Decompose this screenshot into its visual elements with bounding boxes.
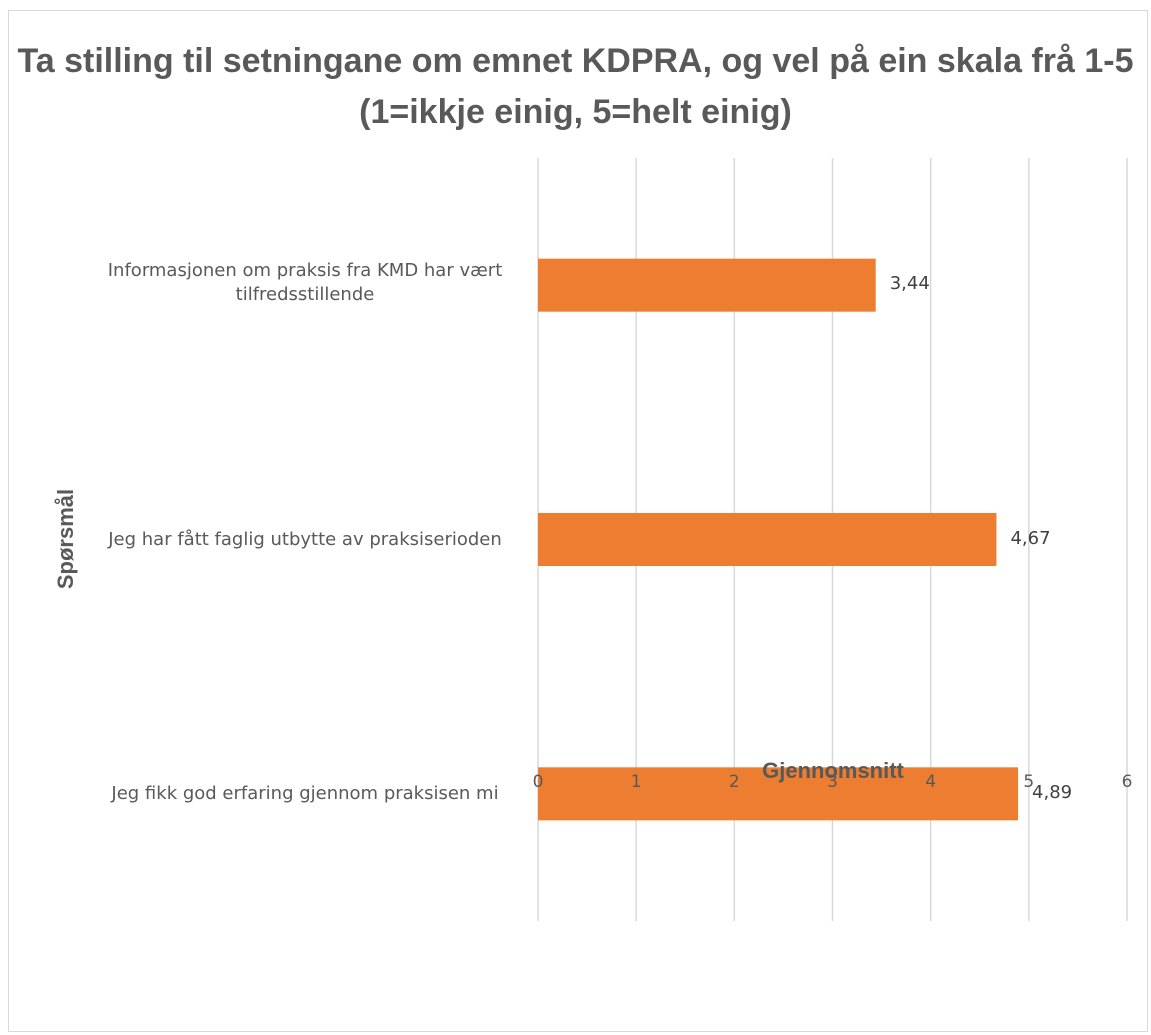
category-label-1: Informasjonen om praksis fra KMD har vær… [107,260,503,306]
x-tick-label-6: 6 [1121,772,1133,792]
y-axis-title: Spørsmål [53,488,78,590]
x-tick-label-2: 2 [728,772,740,792]
bar-1 [538,258,876,312]
chart-title: Ta stilling til setningane om emnet KDPR… [17,42,1134,131]
x-axis-title: Gjennomsnitt [762,758,904,783]
category-label-3: Jeg fikk god erfaring gjennom praksisen … [111,782,499,804]
bar-2 [538,513,997,566]
x-tick-label-0: 0 [532,772,544,792]
x-tick-label-1: 1 [630,772,642,792]
bar-3 [538,767,1019,821]
data-label-2: 4,67 [1010,527,1051,549]
x-tick-label-4: 4 [925,772,937,792]
category-label-2: Jeg har fått faglig utbytte av praksiser… [108,528,502,550]
data-label-3: 4,89 [1032,781,1073,803]
x-tick-label-5: 5 [1023,772,1035,792]
x-tick-label-3: 3 [827,772,838,792]
data-label-1: 3,44 [889,273,930,295]
